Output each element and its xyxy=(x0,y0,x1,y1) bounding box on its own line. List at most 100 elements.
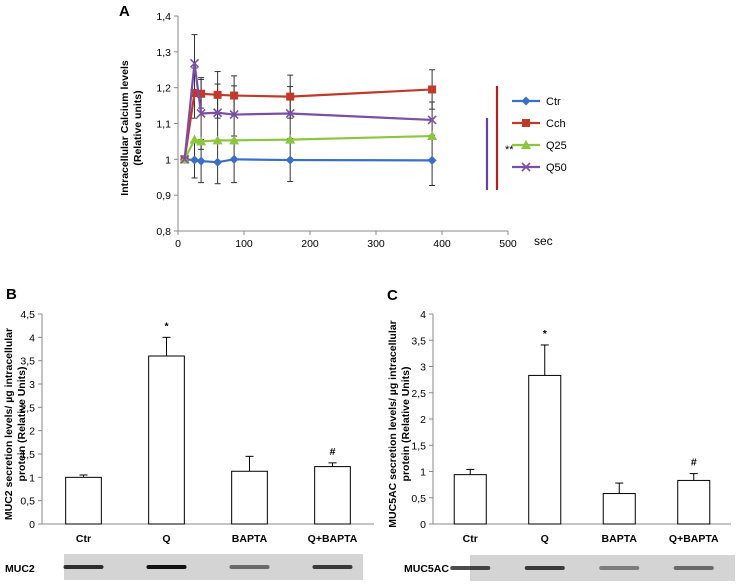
panel-c-bar xyxy=(602,493,636,525)
panel-c-y-tick-label: 1 xyxy=(420,467,426,479)
panel-c-y-tick-label: 3,5 xyxy=(411,335,426,347)
panel-c-category-label: Ctr xyxy=(463,533,478,545)
panel-a-legend-label-cch: Cch xyxy=(546,118,566,130)
panel-a-point-ctr xyxy=(229,154,239,164)
panel-c-bar xyxy=(453,474,487,525)
panel-a-y-tick-label: 1,2 xyxy=(156,83,171,95)
panel-b-y-tick-label: 0,5 xyxy=(20,496,35,508)
panel-a-ylabel-line2: (Relative units) xyxy=(132,90,144,165)
panel-b-bar xyxy=(231,470,268,525)
panel-b-y-tick-label: 3,5 xyxy=(20,356,35,368)
panel-a-legend-marker-cch xyxy=(522,119,530,127)
panel-a-point-q50 xyxy=(180,154,190,164)
panel-a-series-line-cch xyxy=(183,88,433,160)
panel-a-x-tick-label: 500 xyxy=(499,238,517,250)
panel-a-point-q25 xyxy=(212,135,223,145)
panel-b-category-label: Ctr xyxy=(76,533,91,545)
panel-a-point-q25 xyxy=(196,136,207,146)
panel-c-y-tick-label: 3 xyxy=(420,362,426,374)
panel-a-point-cch xyxy=(197,89,206,98)
panel-b-bar xyxy=(314,466,351,525)
panel-c-ylabel-line1: MUC5AC secretion levels/ µg intracellula… xyxy=(387,320,399,527)
panel-c-y-tick-label: 2,5 xyxy=(411,388,426,400)
panel-a-point-ctr xyxy=(213,157,223,167)
panel-b-blot-band xyxy=(229,565,270,569)
panel-c-bar xyxy=(677,479,711,525)
panel-b-bar-annotation: * xyxy=(164,320,169,332)
panel-c-y-tick-label: 1,5 xyxy=(411,440,426,452)
panel-b-y-tick-label: 4,5 xyxy=(20,309,35,321)
panel-a-series-line-q25 xyxy=(183,134,433,160)
panel-a-xlabel: sec xyxy=(534,234,553,248)
panel-c-bar-annotation: # xyxy=(691,457,697,469)
panel-a-legend-marker-q25 xyxy=(521,140,531,149)
panel-a-point-q50 xyxy=(213,108,223,118)
panel-b-blot-band xyxy=(146,565,187,569)
panel-a-point-ctr xyxy=(190,155,199,165)
panel-c-y-tick-label: 0 xyxy=(420,519,426,531)
panel-a-point-q50 xyxy=(427,115,437,125)
panel-a-point-q50 xyxy=(229,109,239,120)
panel-a-y-tick-label: 0,9 xyxy=(156,190,171,202)
panel-b-bar xyxy=(148,355,185,525)
panel-a-point-cch xyxy=(286,92,295,101)
panel-b-y-tick-label: 0 xyxy=(29,519,35,531)
panel-a-legend-marker-ctr xyxy=(521,96,531,106)
panel-a-point-q50 xyxy=(189,58,200,68)
panel-b-category-label: BAPTA xyxy=(232,533,268,545)
panel-c-ylabel-line2: protein (Relative Units) xyxy=(400,367,412,482)
panel-a-y-tick-label: 1,3 xyxy=(156,47,171,59)
panel-a-point-q25 xyxy=(285,134,296,144)
panel-a-legend-label-q50: Q50 xyxy=(546,162,567,174)
panel-b-y-tick-label: 4 xyxy=(29,332,35,344)
panel-a-legend-label-ctr: Ctr xyxy=(546,96,561,108)
panel-b-bar-annotation: # xyxy=(330,446,336,458)
panel-a-point-q25 xyxy=(427,131,438,141)
panel-b-blot-band xyxy=(312,565,353,569)
panel-a-point-cch xyxy=(213,90,222,99)
panel-a-x-tick-label: 300 xyxy=(367,238,385,250)
panel-letter-c: C xyxy=(387,287,398,304)
panel-a-point-q25 xyxy=(189,134,200,144)
panel-a-point-ctr xyxy=(427,155,437,165)
panel-c-y-tick-label: 2 xyxy=(420,414,426,426)
panel-c-blot-band xyxy=(673,566,714,570)
panel-b-y-tick-label: 3 xyxy=(29,379,35,391)
panel-c-bar xyxy=(528,374,562,525)
panel-a-x-tick-label: 0 xyxy=(175,238,181,250)
panel-c-category-label: Q xyxy=(541,533,549,545)
panel-c-blot-band xyxy=(450,566,491,570)
panel-b-blot-label: MUC2 xyxy=(5,563,35,575)
panel-letter-b: B xyxy=(6,286,17,303)
panel-c-bar-annotation: * xyxy=(543,328,548,340)
panel-b-ylabel-line2: protein (Relative Units) xyxy=(16,367,28,482)
panel-a-significance: ** xyxy=(505,144,514,156)
panel-a-point-q25 xyxy=(229,135,240,145)
panel-c-blot-band xyxy=(524,566,565,570)
panel-a-legend-marker-q50 xyxy=(521,162,531,172)
panel-c-category-label: BAPTA xyxy=(602,533,638,545)
panel-a-y-tick-label: 1 xyxy=(165,154,171,166)
panel-c-blot-band xyxy=(599,566,640,570)
panel-b-y-tick-label: 2 xyxy=(29,426,35,438)
panel-a-x-tick-label: 400 xyxy=(433,238,451,250)
panel-c-y-tick-label: 4 xyxy=(420,309,426,321)
panel-a-series-line-q50 xyxy=(183,63,433,160)
panel-a-point-ctr xyxy=(196,156,206,166)
panel-a-series-line-ctr xyxy=(184,158,433,164)
panel-b-y-tick-label: 1 xyxy=(29,472,35,484)
panel-a-point-cch xyxy=(190,89,199,98)
panel-a-x-tick-label: 100 xyxy=(235,238,253,250)
panel-a-y-tick-label: 1,1 xyxy=(156,119,171,131)
panel-b-y-tick-label: 1,5 xyxy=(20,449,35,461)
panel-a-legend-label-q25: Q25 xyxy=(546,140,567,152)
panel-a-ylabel-line1: Intracellular Calcium levels xyxy=(119,60,131,196)
panel-c-blot-label: MUC5AC xyxy=(404,563,449,575)
panel-a-point-ctr xyxy=(285,155,295,165)
panel-b-bar xyxy=(65,476,102,525)
panel-c-y-tick-label: 0,5 xyxy=(411,493,426,505)
panel-b-blot-band xyxy=(63,565,104,569)
panel-c-category-label: Q+BAPTA xyxy=(669,533,719,545)
panel-a-point-cch xyxy=(428,85,437,94)
